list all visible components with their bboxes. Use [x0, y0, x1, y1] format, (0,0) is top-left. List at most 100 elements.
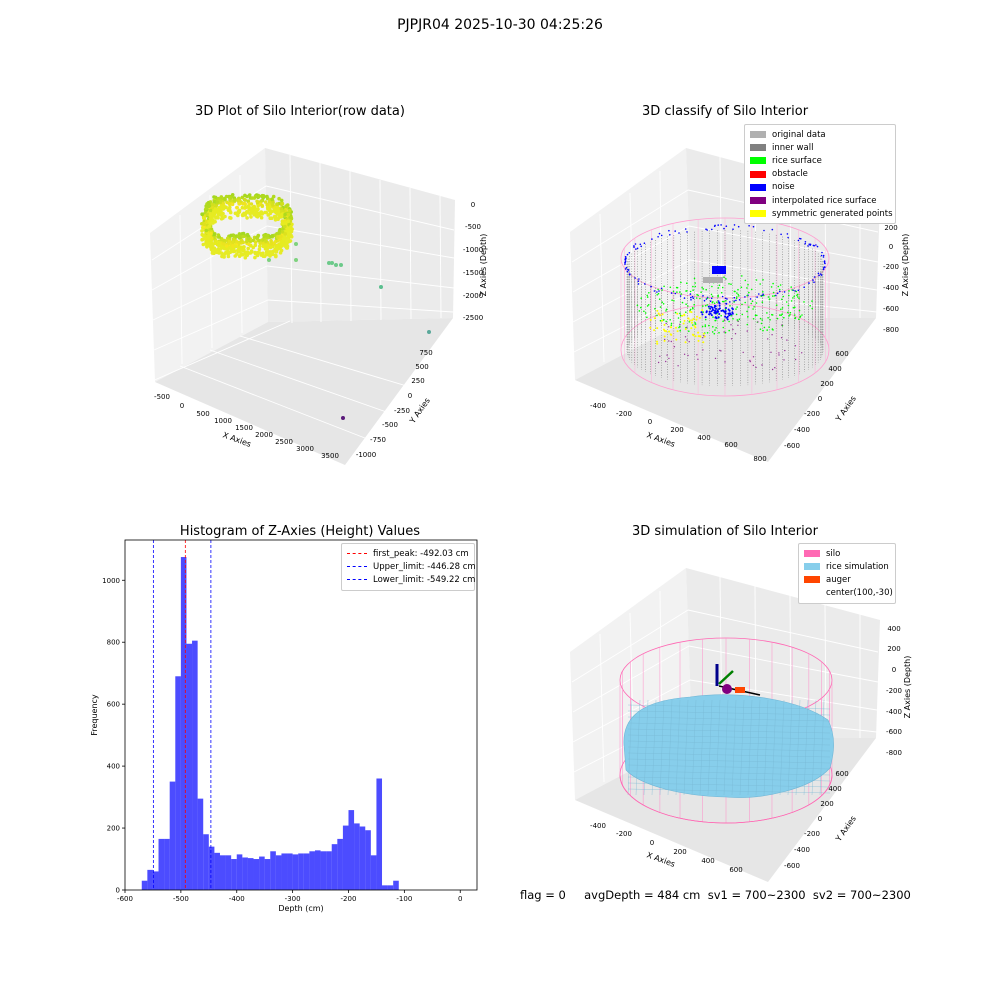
- data-point: [237, 202, 241, 206]
- symmetric-point: [703, 333, 705, 335]
- rice-surface-point: [693, 304, 695, 306]
- rice-surface-point: [707, 332, 709, 334]
- rice-surface-point: [643, 311, 645, 313]
- data-point: [341, 416, 345, 420]
- legend-label: auger: [826, 575, 851, 585]
- rice-surface-point: [646, 317, 648, 319]
- noise-point: [735, 300, 737, 302]
- rice-surface-point: [685, 311, 687, 313]
- rice-surface-point: [640, 297, 642, 299]
- y-tick-label: -600: [784, 862, 800, 870]
- data-point: [243, 198, 247, 202]
- rice-surface-point: [778, 286, 780, 288]
- rice-surface-point: [718, 287, 720, 289]
- interpolated-point: [772, 369, 773, 370]
- data-point: [209, 209, 213, 213]
- noise-point: [772, 229, 774, 231]
- interpolated-point: [666, 354, 667, 355]
- noise-point: [654, 290, 656, 292]
- interpolated-point: [702, 349, 703, 350]
- data-point: [273, 215, 277, 219]
- rice-surface-point: [721, 292, 723, 294]
- noise-point: [820, 273, 822, 275]
- noise-point: [748, 225, 750, 227]
- symmetric-point: [694, 325, 696, 327]
- noise-point: [714, 225, 716, 227]
- histogram-bar: [365, 830, 371, 890]
- symmetric-point: [693, 334, 695, 336]
- histogram-bar: [337, 839, 343, 890]
- histogram-bar: [321, 851, 327, 890]
- z-tick-label: -200: [886, 687, 902, 695]
- symmetric-point: [699, 335, 701, 337]
- rice-surface-point: [777, 318, 779, 320]
- data-point: [227, 255, 231, 259]
- x-tick-label: -200: [616, 410, 632, 418]
- noise-point: [638, 283, 640, 285]
- rice-surface-point: [714, 320, 716, 322]
- legend-entry: silo: [804, 547, 890, 560]
- noise-point: [635, 248, 637, 250]
- rice-simulation-surface: [624, 695, 834, 798]
- interpolated-point: [755, 367, 756, 368]
- panel-raw-data-3d: -5000500100015002000250030003500X Axies-…: [150, 148, 488, 465]
- data-point: [202, 243, 206, 247]
- data-point: [209, 232, 213, 236]
- z-tick-label: 0: [889, 243, 893, 251]
- data-point: [236, 248, 240, 252]
- legend-entry: interpolated rice surface: [750, 194, 890, 207]
- rice-surface-point: [756, 279, 758, 281]
- rice-surface-point: [738, 295, 740, 297]
- data-point: [228, 240, 232, 244]
- rice-surface-point: [744, 302, 746, 304]
- symmetric-point: [650, 319, 652, 321]
- noise-point: [725, 307, 727, 309]
- rice-surface-point: [679, 326, 681, 328]
- data-point: [276, 206, 280, 210]
- noise-point: [779, 291, 781, 293]
- interpolated-point: [771, 334, 772, 335]
- rice-surface-point: [705, 289, 707, 291]
- symmetric-point: [696, 316, 698, 318]
- noise-point: [701, 313, 703, 315]
- noise-point: [634, 277, 636, 279]
- data-point: [217, 235, 221, 239]
- symmetric-point: [653, 329, 655, 331]
- rice-surface-point: [670, 287, 672, 289]
- symmetric-point: [684, 320, 686, 322]
- symmetric-point: [670, 334, 672, 336]
- rice-surface-point: [676, 291, 678, 293]
- rice-surface-point: [692, 289, 694, 291]
- rice-surface-point: [797, 296, 799, 298]
- noise-point: [637, 248, 639, 250]
- legend-swatch: [804, 550, 820, 557]
- rice-surface-point: [669, 319, 671, 321]
- rice-surface-point: [746, 311, 748, 313]
- rice-surface-point: [762, 291, 764, 293]
- rice-surface-point: [761, 319, 763, 321]
- y-tick-label: -600: [784, 442, 800, 450]
- noise-point: [625, 258, 627, 260]
- histogram-legend: first_peak: -492.03 cm Upper_limit: -446…: [341, 543, 475, 591]
- legend-entry: first_peak: -492.03 cm: [347, 547, 469, 560]
- symmetric-point: [668, 331, 670, 333]
- rice-surface-point: [659, 298, 661, 300]
- rice-surface-point: [759, 283, 761, 285]
- rice-surface-point: [696, 297, 698, 299]
- rice-surface-point: [737, 319, 739, 321]
- noise-point: [661, 288, 663, 290]
- data-point: [270, 252, 274, 256]
- noise-point: [814, 276, 816, 278]
- data-point: [212, 210, 216, 214]
- symmetric-point: [685, 328, 687, 330]
- data-point: [237, 235, 241, 239]
- rice-surface-point: [686, 290, 688, 292]
- data-point: [427, 330, 431, 334]
- rice-surface-point: [705, 319, 707, 321]
- legend-swatch: [804, 576, 820, 583]
- noise-point: [709, 308, 711, 310]
- rice-surface-point: [688, 330, 690, 332]
- legend-label: interpolated rice surface: [772, 196, 877, 206]
- data-point: [222, 206, 226, 210]
- noise-point: [718, 313, 720, 315]
